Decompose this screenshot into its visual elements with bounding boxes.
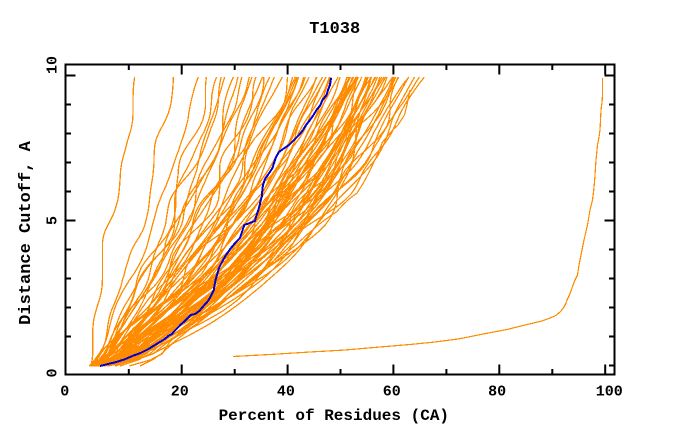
svg-text:40: 40 (277, 383, 295, 400)
svg-text:20: 20 (171, 383, 189, 400)
svg-text:0: 0 (45, 368, 62, 377)
svg-text:5: 5 (45, 216, 62, 225)
svg-text:T1038: T1038 (309, 20, 360, 39)
svg-text:80: 80 (488, 383, 506, 400)
svg-text:Distance Cutoff, A: Distance Cutoff, A (17, 140, 36, 324)
svg-text:10: 10 (45, 56, 62, 74)
svg-text:100: 100 (596, 383, 623, 400)
svg-text:60: 60 (383, 383, 401, 400)
svg-text:0: 0 (60, 383, 69, 400)
svg-text:Percent of Residues (CA): Percent of Residues (CA) (219, 407, 449, 425)
